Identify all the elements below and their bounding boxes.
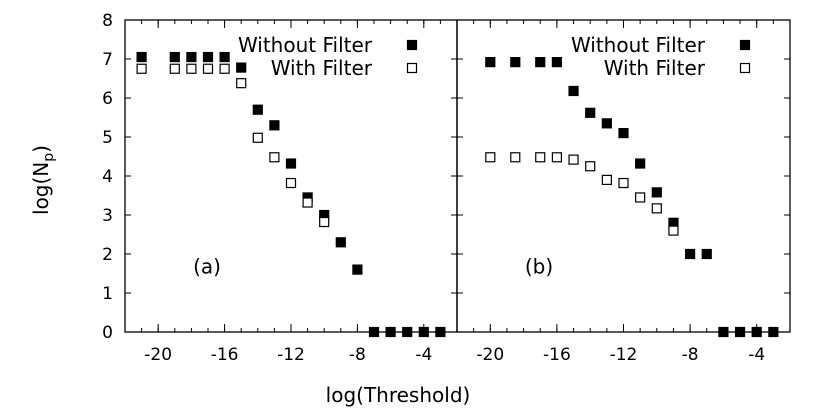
point-without-filter [202,51,214,63]
point-without-filter [535,57,546,68]
point-with-filter [551,152,563,163]
legend-marker [406,39,418,51]
point-without-filter [751,326,762,338]
y-tick-label: 6 [102,89,113,109]
x-tick-label: -8 [349,345,366,365]
legend-label: With Filter [604,56,706,80]
point-without-filter [510,57,521,68]
y-tick-label: 3 [102,206,113,226]
y-axis-label-sub: p [41,153,57,162]
panel-label: (b) [525,255,553,279]
point-without-filter [585,107,596,118]
point-with-filter [269,152,280,163]
point-without-filter [236,62,247,73]
point-with-filter [169,63,180,74]
legend-label: Without Filter [571,33,706,57]
panel-0: 0 1 2 3 4 5 6 7 8 -20 -16 -12 -8 -4 Without FilterWith… [102,11,458,365]
y-tick-label: 4 [102,167,113,187]
legend-label: Without Filter [238,33,373,57]
point-without-filter [568,85,579,97]
point-with-filter [236,78,247,89]
point-with-filter [302,197,313,208]
point-without-filter [651,187,662,198]
point-with-filter [668,225,679,236]
point-with-filter [635,192,646,203]
point-with-filter [585,161,596,172]
y-axis-label-close: ) [29,145,53,153]
point-without-filter [701,248,712,260]
point-with-filter [202,63,214,74]
point-without-filter [402,326,413,338]
point-with-filter [535,152,546,163]
y-tick-label: 1 [102,284,113,304]
point-without-filter [768,326,779,338]
point-without-filter [368,326,380,338]
legend-label: With Filter [271,56,373,80]
panel-label: (a) [193,255,221,279]
point-without-filter [385,326,396,338]
point-without-filter [285,158,297,169]
x-tick-label: -8 [682,345,699,365]
point-without-filter [169,51,180,63]
point-without-filter [335,237,346,248]
point-without-filter [352,264,363,275]
point-with-filter [252,132,263,143]
y-tick-label: 8 [102,11,113,31]
point-with-filter [319,216,330,228]
point-with-filter [136,63,147,74]
y-tick-label: 2 [102,245,113,265]
x-axis-label: log(Threshold) [326,383,471,407]
point-without-filter [734,326,746,338]
point-without-filter [635,158,646,169]
point-without-filter [618,128,629,139]
point-with-filter [485,152,496,163]
point-without-filter [601,118,612,129]
x-tick-label: -4 [415,345,432,365]
x-tick-label: -16 [543,345,571,365]
point-with-filter [568,154,579,165]
point-with-filter [219,63,230,74]
y-tick-label: 7 [102,50,113,70]
point-with-filter [285,177,297,189]
y-tick-label: 5 [102,128,113,148]
point-without-filter [269,120,280,131]
point-with-filter [618,177,629,189]
y-tick-label: 0 [102,323,113,343]
point-with-filter [651,203,662,214]
x-tick-label: -12 [610,345,638,365]
y-axis-label: log(Np) [29,145,57,215]
x-tick-label: -20 [476,345,504,365]
legend-marker [406,62,418,74]
point-without-filter [219,51,230,63]
x-tick-label: -12 [277,345,305,365]
x-tick-label: -4 [748,345,765,365]
point-with-filter [510,152,521,163]
point-without-filter [186,51,197,63]
point-without-filter [418,326,429,338]
x-tick-label: -20 [144,345,172,365]
point-without-filter [684,248,696,260]
point-without-filter [435,326,446,338]
point-with-filter [601,174,612,185]
point-without-filter [551,57,563,68]
point-with-filter [186,63,197,74]
legend-marker [739,62,751,74]
x-tick-label: -16 [211,345,239,365]
legend-marker [739,39,751,51]
y-axis-label-main: log(N [29,162,53,215]
point-without-filter [136,51,147,63]
point-without-filter [252,104,263,115]
point-without-filter [485,57,496,68]
point-without-filter [718,326,729,338]
